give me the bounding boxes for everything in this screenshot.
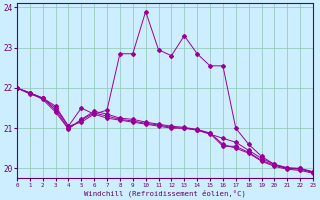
- X-axis label: Windchill (Refroidissement éolien,°C): Windchill (Refroidissement éolien,°C): [84, 189, 246, 197]
